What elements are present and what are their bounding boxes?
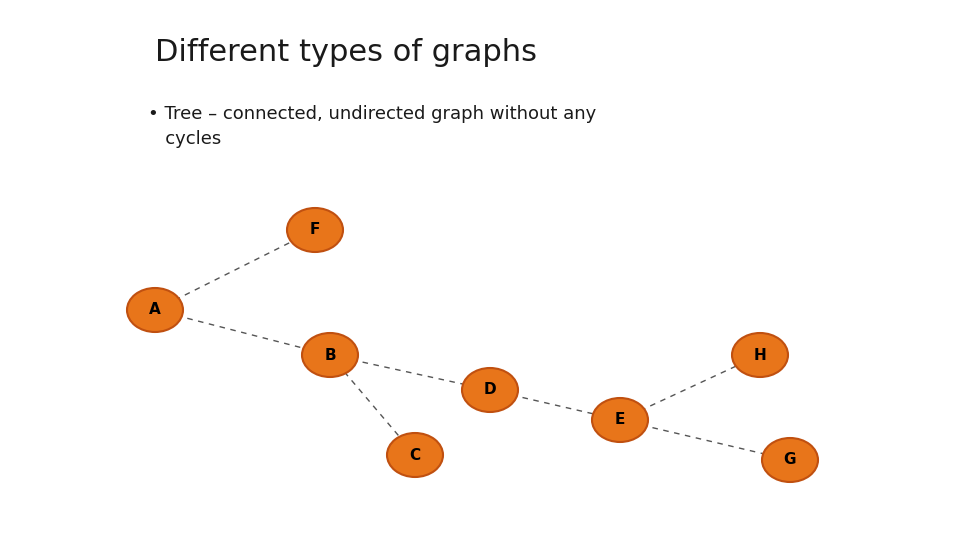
Text: B: B <box>324 348 336 362</box>
Text: E: E <box>614 413 625 428</box>
Text: Different types of graphs: Different types of graphs <box>155 38 537 67</box>
Text: H: H <box>754 348 766 362</box>
Text: D: D <box>484 382 496 397</box>
Text: • Tree – connected, undirected graph without any
   cycles: • Tree – connected, undirected graph wit… <box>148 105 596 148</box>
Text: C: C <box>409 448 420 462</box>
Text: G: G <box>783 453 796 468</box>
Ellipse shape <box>592 398 648 442</box>
Ellipse shape <box>732 333 788 377</box>
Ellipse shape <box>287 208 343 252</box>
Ellipse shape <box>127 288 183 332</box>
Text: F: F <box>310 222 321 238</box>
Ellipse shape <box>387 433 443 477</box>
Text: A: A <box>149 302 161 318</box>
Ellipse shape <box>762 438 818 482</box>
Ellipse shape <box>302 333 358 377</box>
Ellipse shape <box>462 368 518 412</box>
